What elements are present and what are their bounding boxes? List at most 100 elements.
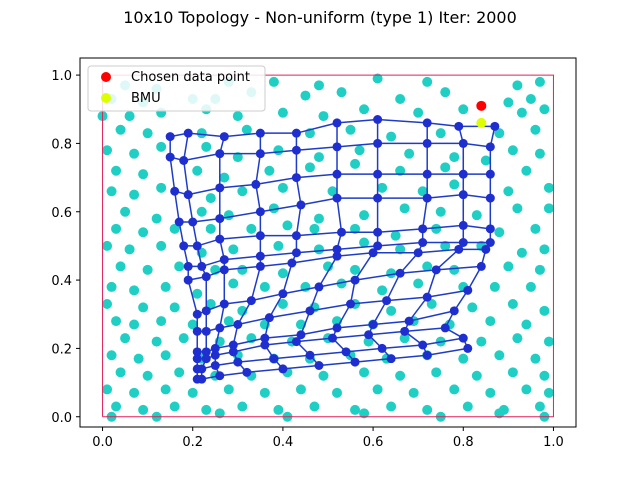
data-point [435, 128, 446, 139]
som-node [485, 169, 495, 179]
data-point [516, 107, 527, 118]
data-point [133, 353, 144, 364]
som-node [201, 306, 211, 316]
legend-marker-bmu [101, 93, 111, 103]
som-node [350, 357, 360, 367]
data-point [377, 285, 388, 296]
data-point [449, 179, 460, 190]
som-node [332, 118, 342, 128]
data-point [138, 404, 149, 415]
som-row-line [183, 224, 491, 247]
y-tick-label: 0.4 [51, 274, 72, 289]
data-point [507, 299, 518, 309]
data-point [111, 223, 122, 234]
legend: Chosen data point BMU [87, 65, 266, 112]
legend-marker-chosen [101, 72, 111, 82]
data-point [196, 206, 207, 217]
data-point [111, 316, 122, 327]
som-row-line [188, 248, 486, 281]
data-point [268, 203, 279, 214]
data-point [246, 223, 257, 234]
som-node [332, 323, 342, 333]
som-node [215, 371, 225, 381]
som-node [255, 251, 265, 261]
data-point [102, 240, 113, 251]
data-point [458, 104, 469, 115]
som-node [215, 323, 225, 333]
data-point [318, 111, 329, 122]
data-point [115, 124, 126, 135]
som-node [476, 261, 486, 271]
data-point [516, 247, 527, 258]
som-node [183, 275, 193, 285]
som-node [368, 320, 378, 329]
axes-frame [79, 57, 577, 428]
data-point [120, 206, 131, 217]
som-node [192, 241, 202, 251]
data-point [458, 353, 469, 364]
data-point [300, 90, 311, 101]
som-row-line [170, 118, 495, 138]
data-point [359, 367, 370, 378]
data-point [494, 227, 505, 238]
data-point [534, 76, 545, 87]
y-tick-label: 0.6 [51, 206, 72, 221]
som-node [291, 145, 301, 155]
som-node [481, 244, 491, 254]
data-point [390, 230, 401, 241]
data-point [151, 336, 162, 347]
som-node [431, 265, 441, 275]
som-node [422, 292, 432, 302]
som-node [174, 217, 184, 227]
data-point [201, 404, 212, 415]
data-point [313, 80, 324, 91]
data-point [264, 165, 275, 176]
data-point [273, 240, 284, 251]
data-point [214, 408, 225, 419]
chosen-data-point [476, 100, 487, 111]
data-point [259, 281, 270, 292]
axes: 0.0 0.0 0.2 0.2 0.4 0.4 0.6 0.6 0.8 0.8 1.0 1.0 [51, 57, 577, 450]
som-node [170, 186, 180, 196]
data-point [350, 158, 361, 169]
data-point [521, 319, 532, 330]
som-node [197, 261, 207, 271]
data-point [512, 203, 523, 214]
data-point [386, 131, 397, 142]
som-node [373, 241, 383, 251]
data-point [151, 213, 162, 224]
data-point [142, 128, 153, 139]
data-point [313, 213, 324, 224]
data-point [539, 104, 550, 115]
som-node [291, 231, 301, 241]
som-node [192, 354, 202, 364]
som-node [255, 207, 265, 217]
data-point [129, 387, 140, 398]
data-point [309, 223, 320, 234]
som-node [165, 132, 175, 142]
som-node [296, 330, 306, 340]
data-point [494, 350, 505, 361]
data-point [359, 210, 370, 221]
som-node [373, 193, 383, 203]
som-node [201, 272, 211, 282]
som-node [346, 299, 356, 309]
data-point [413, 278, 424, 289]
som-node [260, 340, 270, 350]
data-point [485, 387, 496, 398]
som-row-line [197, 327, 446, 360]
x-tick-label: 0.2 [182, 435, 203, 450]
data-point [160, 384, 171, 395]
som-row-line [197, 337, 464, 370]
som-node [219, 132, 229, 142]
data-point [106, 281, 117, 292]
data-point [372, 73, 383, 84]
data-point [521, 384, 532, 395]
som-node [395, 268, 405, 278]
data-point [359, 408, 370, 419]
data-point [327, 186, 338, 197]
data-point [232, 152, 243, 163]
legend-label-bmu: BMU [131, 91, 161, 106]
data-point [395, 244, 406, 255]
